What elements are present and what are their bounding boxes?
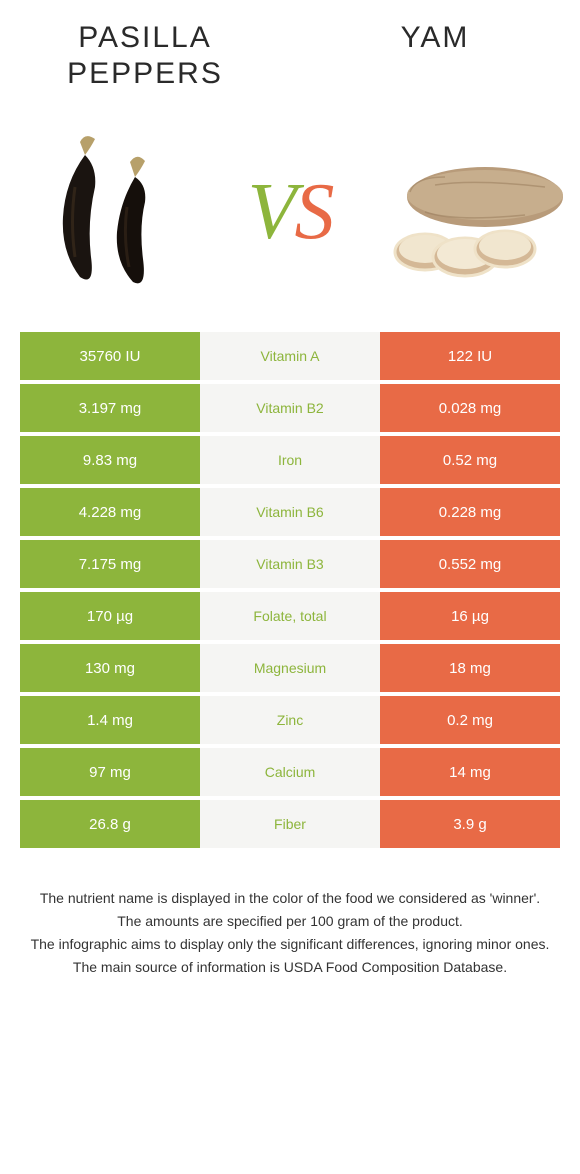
food-right-title: Yam: [290, 10, 580, 102]
cell-right-value: 3.9 g: [380, 800, 560, 848]
cell-right-value: 0.228 mg: [380, 488, 560, 536]
cell-nutrient-name: Iron: [200, 436, 380, 484]
food-left-title: Pasilla peppers: [0, 10, 290, 102]
cell-nutrient-name: Folate, total: [200, 592, 380, 640]
vs-row: VS: [0, 112, 580, 312]
cell-left-value: 4.228 mg: [20, 488, 200, 536]
cell-nutrient-name: Vitamin A: [200, 332, 380, 380]
footer-line: The main source of information is USDA F…: [20, 957, 560, 978]
footer-notes: The nutrient name is displayed in the co…: [20, 888, 560, 978]
vs-s-letter: S: [294, 167, 332, 258]
table-row: 26.8 gFiber3.9 g: [20, 800, 560, 848]
table-row: 4.228 mgVitamin B60.228 mg: [20, 488, 560, 536]
cell-left-value: 1.4 mg: [20, 696, 200, 744]
cell-left-value: 35760 IU: [20, 332, 200, 380]
footer-line: The infographic aims to display only the…: [20, 934, 560, 955]
table-row: 7.175 mgVitamin B30.552 mg: [20, 540, 560, 588]
cell-right-value: 16 µg: [380, 592, 560, 640]
cell-left-value: 9.83 mg: [20, 436, 200, 484]
food-left-image: [0, 122, 220, 302]
footer-line: The amounts are specified per 100 gram o…: [20, 911, 560, 932]
cell-left-value: 7.175 mg: [20, 540, 200, 588]
cell-right-value: 14 mg: [380, 748, 560, 796]
cell-right-value: 0.028 mg: [380, 384, 560, 432]
food-right-image: [360, 122, 580, 302]
cell-right-value: 0.2 mg: [380, 696, 560, 744]
table-row: 35760 IUVitamin A122 IU: [20, 332, 560, 380]
cell-right-value: 122 IU: [380, 332, 560, 380]
table-row: 97 mgCalcium14 mg: [20, 748, 560, 796]
cell-nutrient-name: Fiber: [200, 800, 380, 848]
cell-nutrient-name: Vitamin B2: [200, 384, 380, 432]
table-row: 3.197 mgVitamin B20.028 mg: [20, 384, 560, 432]
table-row: 170 µgFolate, total16 µg: [20, 592, 560, 640]
cell-left-value: 130 mg: [20, 644, 200, 692]
cell-right-value: 0.52 mg: [380, 436, 560, 484]
header-row: Pasilla peppers Yam: [0, 10, 580, 102]
table-row: 1.4 mgZinc0.2 mg: [20, 696, 560, 744]
nutrient-table: 35760 IUVitamin A122 IU3.197 mgVitamin B…: [20, 332, 560, 848]
cell-nutrient-name: Magnesium: [200, 644, 380, 692]
cell-left-value: 26.8 g: [20, 800, 200, 848]
cell-left-value: 97 mg: [20, 748, 200, 796]
vs-v-letter: V: [248, 167, 295, 258]
cell-nutrient-name: Vitamin B6: [200, 488, 380, 536]
table-row: 130 mgMagnesium18 mg: [20, 644, 560, 692]
cell-left-value: 170 µg: [20, 592, 200, 640]
cell-nutrient-name: Calcium: [200, 748, 380, 796]
cell-right-value: 18 mg: [380, 644, 560, 692]
vs-label: VS: [220, 167, 360, 258]
cell-nutrient-name: Vitamin B3: [200, 540, 380, 588]
table-row: 9.83 mgIron0.52 mg: [20, 436, 560, 484]
footer-line: The nutrient name is displayed in the co…: [20, 888, 560, 909]
cell-right-value: 0.552 mg: [380, 540, 560, 588]
cell-left-value: 3.197 mg: [20, 384, 200, 432]
cell-nutrient-name: Zinc: [200, 696, 380, 744]
